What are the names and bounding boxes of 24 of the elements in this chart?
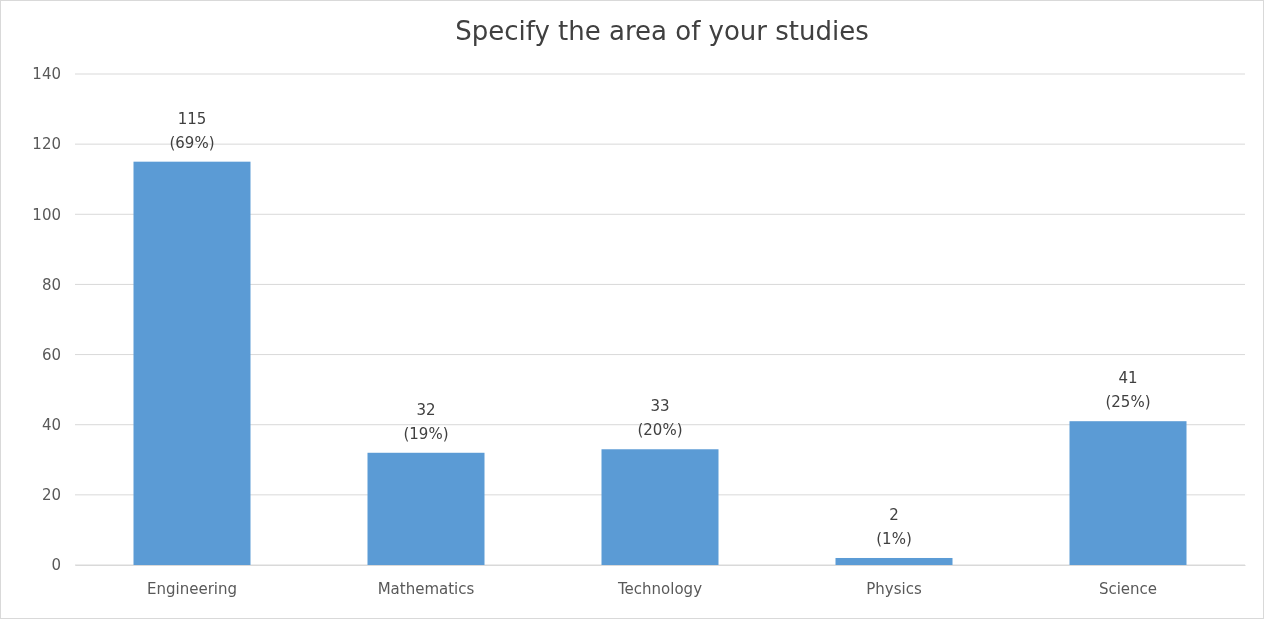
- y-tick-label: 140: [32, 65, 61, 84]
- y-tick-label: 60: [41, 345, 61, 364]
- y-tick-label: 80: [41, 275, 61, 294]
- bar: [601, 449, 719, 565]
- bar: [133, 161, 251, 565]
- y-tick-label: 20: [41, 486, 61, 505]
- y-tick-label: 0: [51, 556, 61, 575]
- x-tick-label: Engineering: [147, 579, 237, 598]
- bar: [835, 557, 953, 565]
- bar: [367, 452, 485, 565]
- data-label: 41 (25%): [1105, 369, 1151, 412]
- data-label: 33 (20%): [637, 397, 683, 440]
- x-tick-label: Technology: [616, 579, 703, 598]
- data-label: 115 (69%): [169, 109, 215, 152]
- chart-title: Specify the area of your studies: [455, 16, 869, 46]
- y-tick-label: 120: [32, 135, 61, 154]
- y-tick-label: 40: [41, 416, 61, 435]
- data-label: 32 (19%): [403, 400, 449, 443]
- x-tick-label: Physics: [866, 579, 922, 598]
- bar: [1069, 421, 1187, 565]
- data-label: 2 (1%): [876, 505, 912, 548]
- x-tick-label: Science: [1098, 579, 1158, 598]
- x-tick-label: Mathematics: [377, 579, 475, 598]
- y-tick-label: 100: [32, 205, 61, 224]
